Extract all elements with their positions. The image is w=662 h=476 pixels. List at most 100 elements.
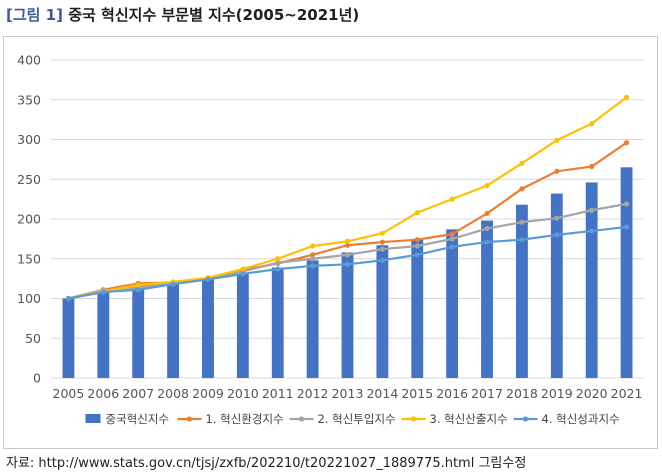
- point-s4-2012: [310, 263, 316, 269]
- bar-2017: [481, 220, 493, 378]
- point-s3-2021: [623, 94, 630, 100]
- point-s1-2015: [414, 237, 420, 243]
- figure-tag: [그림 1]: [6, 6, 63, 24]
- point-s3-2007: [135, 282, 141, 288]
- y-tick-label-200: 200: [17, 212, 41, 227]
- point-s2-2014: [379, 246, 385, 252]
- bar-2020: [585, 182, 598, 378]
- legend-label-2: 2. 혁신투입지수: [318, 412, 396, 426]
- bar-2016: [446, 229, 459, 378]
- y-tick-label-250: 250: [17, 172, 41, 187]
- point-s4-2013: [344, 261, 351, 267]
- y-tick-label-50: 50: [25, 331, 41, 346]
- point-s4-2011: [275, 266, 281, 272]
- x-tick-label-2005: 2005: [53, 386, 85, 401]
- legend-swatch-marker-1: [186, 416, 193, 422]
- x-tick-label-2015: 2015: [401, 386, 433, 401]
- y-tick-label-300: 300: [17, 132, 41, 147]
- x-tick-label-2010: 2010: [227, 386, 259, 401]
- bar-2018: [515, 204, 528, 378]
- bar-2008: [167, 284, 180, 378]
- point-s4-2010: [240, 271, 246, 277]
- point-s4-2014: [379, 257, 385, 263]
- y-tick-label-400: 400: [17, 53, 41, 68]
- point-s2-2013: [344, 252, 351, 258]
- point-s3-2012: [310, 243, 316, 249]
- bar-2011: [271, 267, 284, 378]
- bar-2007: [132, 288, 145, 378]
- point-s1-2017: [484, 210, 490, 217]
- point-s4-2007: [135, 287, 141, 293]
- point-s2-2016: [449, 236, 455, 242]
- figure-title: [그림 1] 중국 혁신지수 부문별 지수(2005~2021년): [6, 4, 359, 25]
- point-s3-2017: [484, 183, 490, 189]
- point-s4-2008: [170, 281, 176, 287]
- point-s2-2018: [519, 219, 525, 225]
- point-s4-2021: [623, 224, 630, 230]
- point-s1-2018: [519, 186, 525, 192]
- chart: 0 50 100 150 200 250 300 350 400 2005 2006 2007 2008…: [17, 53, 644, 426]
- legend-label-4: 4. 혁신성과지수: [542, 412, 620, 426]
- x-tick-label-2021: 2021: [611, 386, 643, 401]
- x-tick-label-2019: 2019: [541, 386, 573, 401]
- point-s4-2009: [205, 276, 211, 283]
- y-tick-label-150: 150: [17, 251, 41, 266]
- chart-container: 0 50 100 150 200 250 300 350 400 2005 2006 2007 2008…: [3, 36, 658, 449]
- bar-2021: [620, 167, 633, 378]
- point-s3-2011: [275, 256, 281, 262]
- point-s4-2006: [100, 289, 106, 295]
- legend-swatch-marker-4: [522, 416, 529, 422]
- point-s1-2012: [310, 252, 316, 258]
- x-tick-label-2012: 2012: [297, 386, 329, 401]
- bar-2012: [306, 260, 319, 378]
- point-s4-2018: [519, 237, 525, 243]
- y-tick-label-350: 350: [17, 92, 41, 107]
- point-s4-2019: [554, 232, 560, 238]
- point-s1-2019: [554, 168, 560, 174]
- x-tick-label-2011: 2011: [262, 386, 294, 401]
- bar-2009: [202, 279, 214, 378]
- x-tick-label-2017: 2017: [471, 386, 503, 401]
- point-s3-2016: [449, 196, 455, 202]
- x-tick-label-2020: 2020: [576, 386, 608, 401]
- point-s1-2014: [379, 239, 385, 245]
- point-s2-2011: [275, 260, 281, 266]
- y-tick-label-100: 100: [17, 291, 41, 306]
- bar-2019: [550, 193, 563, 378]
- bar-2013: [341, 252, 354, 378]
- point-s2-2021: [623, 201, 630, 207]
- point-s4-2016: [449, 244, 455, 250]
- point-s3-2014: [379, 230, 385, 236]
- point-s2-2015: [414, 243, 420, 249]
- point-s2-2019: [554, 215, 560, 221]
- point-s4-2015: [414, 252, 420, 258]
- figure-title-text: 중국 혁신지수 부문별 지수(2005~2021년): [68, 6, 360, 24]
- x-tick-label-2018: 2018: [506, 386, 538, 401]
- point-s4-2005: [65, 295, 72, 302]
- legend-swatch-bar: [85, 414, 101, 423]
- point-s3-2019: [554, 137, 560, 143]
- point-s2-2012: [310, 256, 316, 262]
- x-tick-label-2008: 2008: [157, 386, 189, 401]
- point-s4-2020: [589, 228, 595, 234]
- x-tick-label-2009: 2009: [192, 386, 224, 401]
- bar-2005: [62, 298, 75, 378]
- point-s1-2021: [623, 140, 630, 146]
- y-tick-label-0: 0: [33, 371, 41, 386]
- x-tick-label-2007: 2007: [122, 386, 154, 401]
- legend-swatch-marker-2: [298, 416, 305, 422]
- bar-2006: [97, 290, 110, 378]
- bar-2015: [411, 238, 424, 378]
- x-tick-label-2013: 2013: [332, 386, 364, 401]
- legend-label-3: 3. 혁신산출지수: [430, 412, 508, 426]
- legend-swatch-marker-3: [410, 416, 417, 422]
- point-s2-2020: [589, 207, 595, 213]
- point-s4-2017: [484, 239, 490, 245]
- point-s1-2016: [449, 231, 455, 237]
- x-tick-label-2006: 2006: [87, 386, 119, 401]
- point-s1-2020: [589, 163, 595, 170]
- x-tick-label-2014: 2014: [366, 386, 398, 401]
- point-s2-2017: [484, 225, 490, 232]
- point-s3-2015: [414, 210, 420, 216]
- point-s3-2013: [344, 238, 351, 244]
